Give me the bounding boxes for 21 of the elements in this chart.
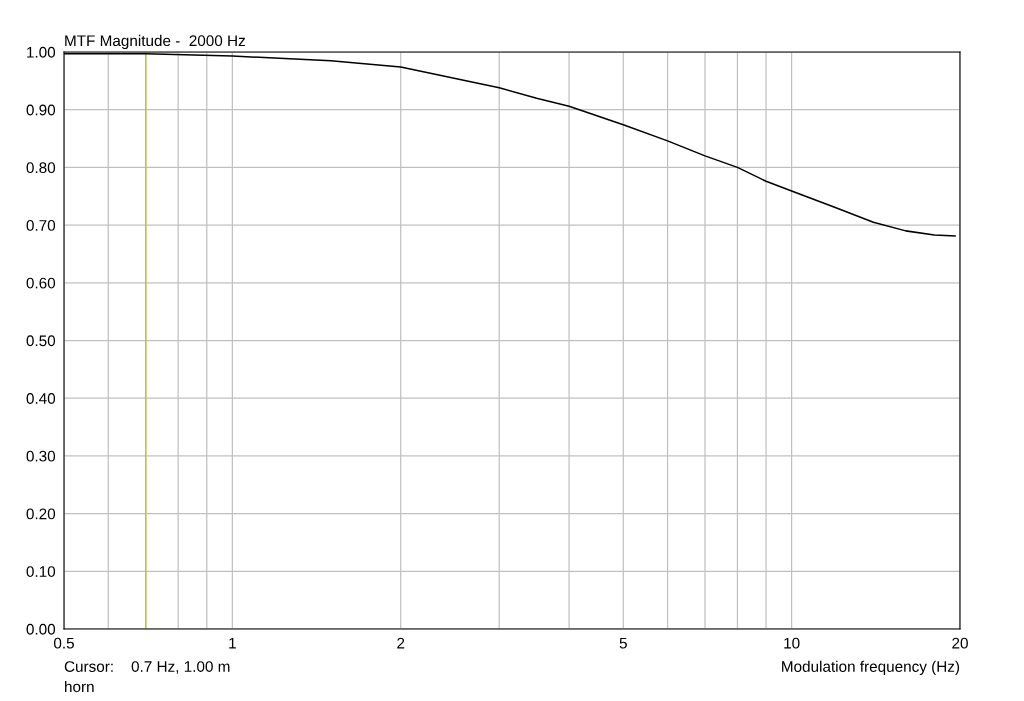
x-tick-label: 0.5 <box>53 637 74 649</box>
chart-title: MTF Magnitude - 2000 Hz <box>65 34 245 50</box>
y-tick-label: 0.10 <box>26 566 56 577</box>
y-tick-label: 0.50 <box>26 335 56 347</box>
x-tick-label: 20 <box>952 637 968 649</box>
y-tick-label: 0.70 <box>26 219 56 231</box>
y-tick-label: 0.30 <box>26 450 56 462</box>
y-tick-label: 0.60 <box>26 277 56 289</box>
y-tick-label: 0.00 <box>26 623 56 635</box>
y-tick-label: 0.40 <box>26 393 56 404</box>
y-tick-label: 1.00 <box>27 46 56 58</box>
x-tick-label: 2 <box>397 637 405 649</box>
y-tick-label: 0.80 <box>26 162 56 174</box>
y-tick-label: 0.20 <box>26 508 56 520</box>
text: horn <box>65 680 94 693</box>
y-tick-label: 0.90 <box>26 104 56 116</box>
x-tick-label: 1 <box>229 637 236 649</box>
x-tick-label: 10 <box>784 637 800 649</box>
x-tick-label: 5 <box>619 637 627 649</box>
text: Cursor: 0.7 Hz, 1.00 m <box>64 661 230 674</box>
x-axis-title: Modulation frequency (Hz) <box>782 660 960 675</box>
